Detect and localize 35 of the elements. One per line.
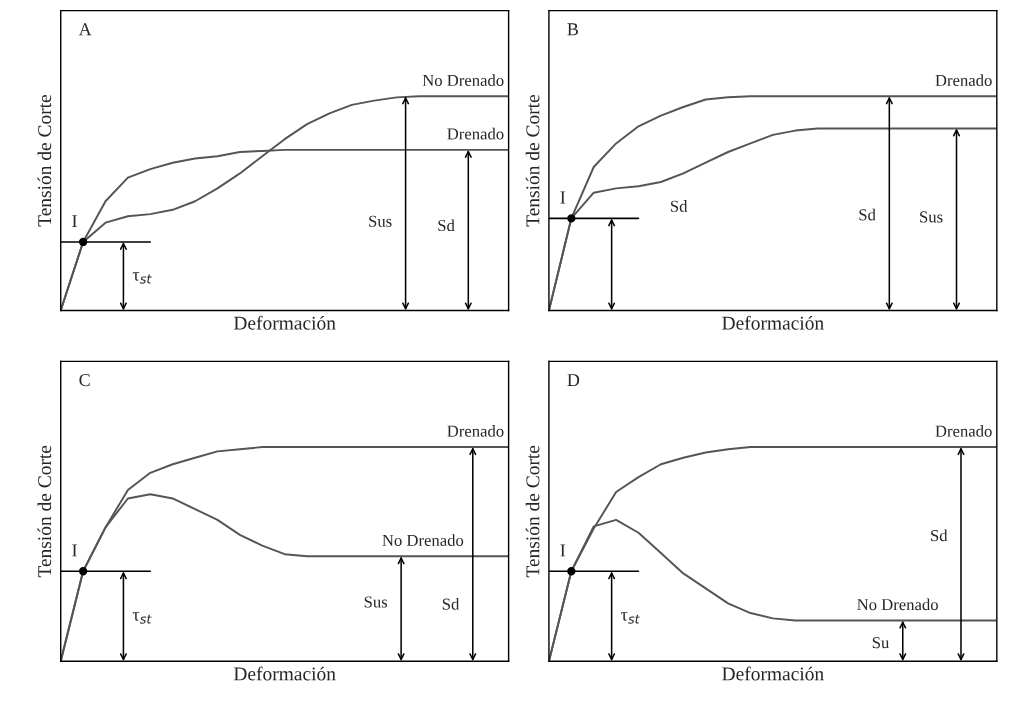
series-label: Drenado <box>447 127 504 140</box>
series-label: Drenado <box>935 425 992 437</box>
annotation: τ$_{st}$ <box>620 612 640 624</box>
y-axis-title: Tensión de Corte <box>525 445 540 578</box>
annotation: Sd <box>438 219 455 232</box>
series-label: Drenado <box>935 74 992 86</box>
annotation: I <box>72 544 77 557</box>
x-axis-title: Deformación <box>722 666 824 681</box>
y-axis-title: Tensión de Corte <box>37 445 52 578</box>
annotation: Sd <box>670 200 688 212</box>
chart-title: C <box>79 374 90 387</box>
annotation: Sus <box>920 211 943 223</box>
series-label: Drenado <box>447 425 504 437</box>
annotation: I <box>560 191 566 204</box>
annotation: Sd <box>859 208 876 221</box>
chart-title: B <box>567 23 578 36</box>
annotation: I <box>560 544 566 557</box>
chart-title: A <box>78 23 92 36</box>
annotation: Sd <box>931 529 948 542</box>
annotation: Sd <box>442 598 460 610</box>
annotation: Sus <box>364 596 388 608</box>
annotation: τ$_{st}$ <box>132 612 152 624</box>
annotation: τ$_{st}$ <box>132 272 152 284</box>
annotation: Su <box>872 637 890 649</box>
series-label: No Drenado <box>382 534 464 546</box>
annotation: I <box>72 215 77 227</box>
x-axis-title: Deformación <box>233 315 336 330</box>
y-axis-title: Tensión de Corte <box>37 94 52 227</box>
annotation: Sus <box>369 215 392 227</box>
series-label: No Drenado <box>857 598 938 611</box>
chart-title: D <box>567 374 580 386</box>
x-axis-title: Deformación <box>233 666 336 681</box>
x-axis-title: Deformación <box>722 315 824 330</box>
series-label: No Drenado <box>422 74 504 86</box>
y-axis-title: Tensión de Corte <box>525 94 540 227</box>
